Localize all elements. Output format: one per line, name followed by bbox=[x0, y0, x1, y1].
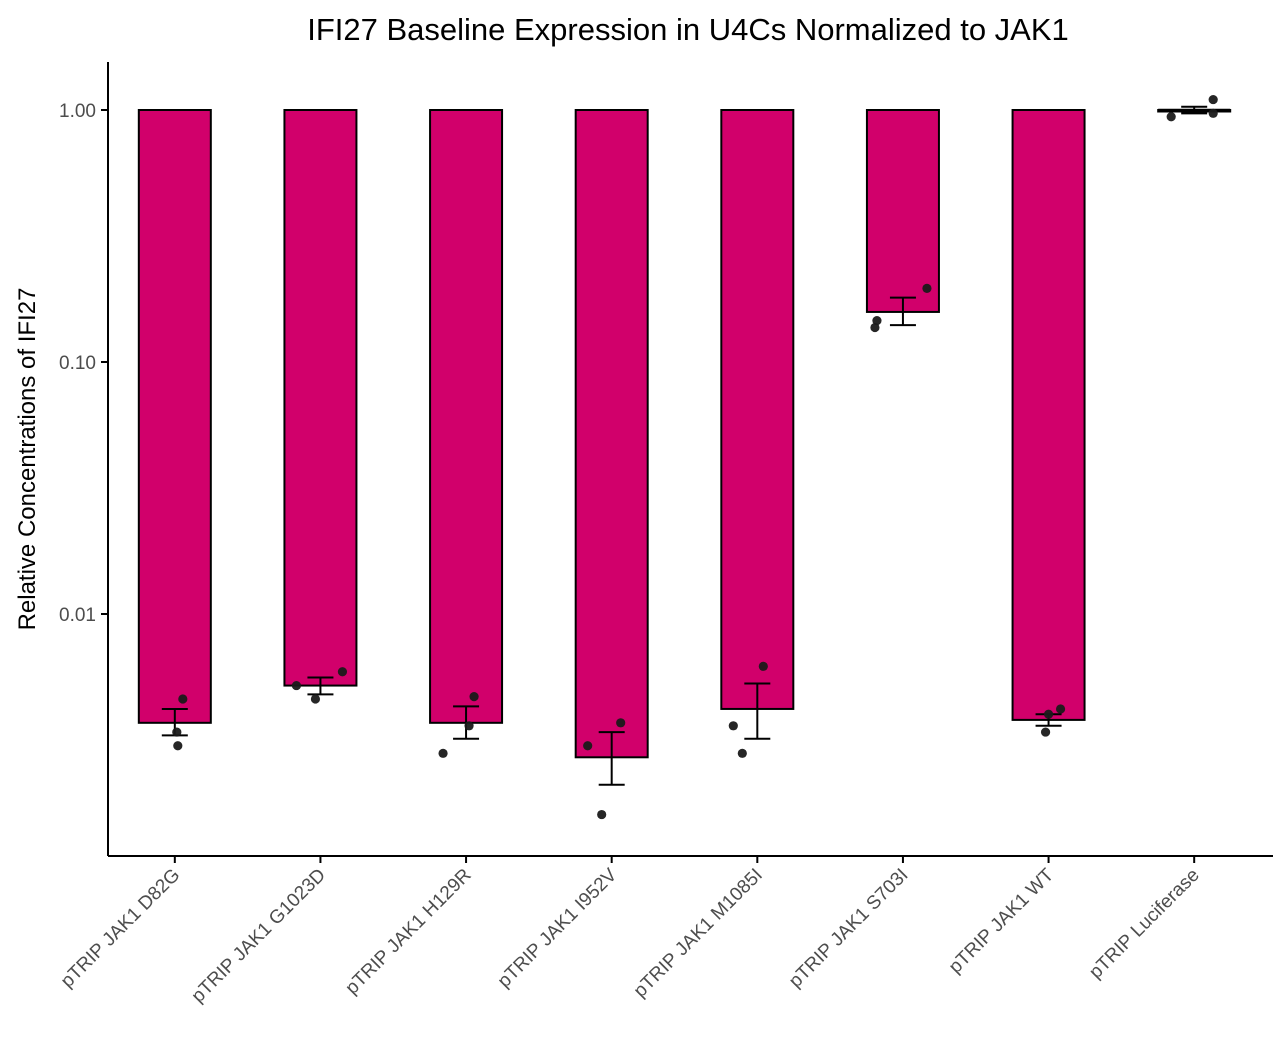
data-point bbox=[1040, 727, 1051, 737]
data-point bbox=[291, 680, 302, 691]
data-point bbox=[438, 748, 448, 758]
bar bbox=[720, 109, 795, 710]
data-point bbox=[1208, 94, 1218, 105]
x-tick-label: pTRIP JAK1 G1023D bbox=[188, 865, 330, 1007]
data-point bbox=[310, 694, 321, 704]
data-point bbox=[758, 661, 768, 671]
data-point bbox=[737, 748, 747, 758]
bar bbox=[429, 109, 504, 724]
bar bbox=[283, 109, 358, 687]
data-point bbox=[583, 741, 593, 751]
x-tick-label: pTRIP JAK1 S703I bbox=[785, 865, 912, 992]
x-tick-label: pTRIP JAK1 WT bbox=[945, 864, 1058, 977]
y-tick-label: 0.01 bbox=[59, 605, 96, 626]
x-tick-label: pTRIP JAK1 I952V bbox=[494, 864, 622, 992]
x-tick-label: pTRIP JAK1 D82G bbox=[57, 865, 184, 992]
data-point bbox=[872, 315, 882, 326]
data-point bbox=[870, 322, 880, 333]
data-point bbox=[597, 809, 607, 820]
data-point bbox=[728, 721, 738, 731]
x-tick-label: pTRIP Luciferase bbox=[1085, 865, 1203, 983]
data-point bbox=[1043, 709, 1054, 719]
bar bbox=[1011, 109, 1086, 721]
data-point bbox=[178, 694, 188, 704]
data-point bbox=[616, 718, 626, 728]
data-point bbox=[922, 283, 932, 293]
data-point bbox=[464, 721, 474, 731]
y-tick-label: 1.00 bbox=[59, 101, 96, 122]
bar bbox=[865, 109, 940, 313]
plot-area: 1.00 0.10 0.01 pTRIP JAK1 D82G pTRIP JAK1 G1… bbox=[57, 62, 1273, 1007]
data-point bbox=[337, 667, 348, 677]
chart-title: IFI27 Baseline Expression in U4Cs Normal… bbox=[307, 12, 1069, 47]
data-point bbox=[173, 741, 183, 751]
data-point bbox=[1208, 108, 1218, 118]
data-point bbox=[1166, 112, 1176, 122]
x-tick-label: pTRIP JAK1 H129R bbox=[342, 865, 476, 999]
data-point bbox=[1055, 704, 1066, 714]
bar bbox=[137, 109, 212, 724]
y-axis-label: Relative Concentrations of IFI27 bbox=[14, 288, 41, 631]
bar bbox=[574, 109, 649, 759]
x-tick-label: pTRIP JAK1 M1085I bbox=[630, 865, 767, 1002]
data-point bbox=[469, 692, 479, 702]
y-tick-label: 0.10 bbox=[59, 353, 96, 374]
data-point bbox=[172, 727, 182, 737]
